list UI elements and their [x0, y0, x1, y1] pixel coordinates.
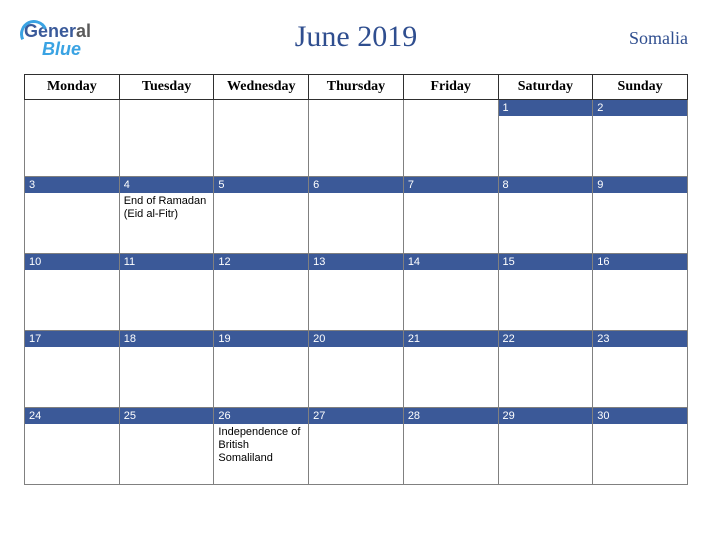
calendar-day-cell: [403, 100, 498, 177]
calendar-day-cell: 20: [309, 331, 404, 408]
calendar-day-cell: 27: [309, 408, 404, 485]
calendar-day-cell: 21: [403, 331, 498, 408]
calendar-day-cell: 3: [25, 177, 120, 254]
calendar-day-cell: 17: [25, 331, 120, 408]
day-number: 14: [404, 254, 498, 270]
day-number: 5: [214, 177, 308, 193]
calendar-day-cell: [25, 100, 120, 177]
calendar-week-row: 10111213141516: [25, 254, 688, 331]
day-number: 11: [120, 254, 214, 270]
day-number: 4: [120, 177, 214, 193]
calendar-day-cell: [119, 100, 214, 177]
day-number: 9: [593, 177, 687, 193]
calendar-day-cell: [309, 100, 404, 177]
day-header-row: Monday Tuesday Wednesday Thursday Friday…: [25, 75, 688, 100]
calendar-day-cell: 30: [593, 408, 688, 485]
calendar-week-row: 12: [25, 100, 688, 177]
calendar-day-cell: 28: [403, 408, 498, 485]
day-number: 16: [593, 254, 687, 270]
day-number: 23: [593, 331, 687, 347]
calendar-day-cell: 4End of Ramadan (Eid al-Fitr): [119, 177, 214, 254]
calendar-day-cell: 1: [498, 100, 593, 177]
calendar-day-cell: 9: [593, 177, 688, 254]
day-number: 10: [25, 254, 119, 270]
day-number: 7: [404, 177, 498, 193]
calendar-day-cell: 29: [498, 408, 593, 485]
calendar-table: Monday Tuesday Wednesday Thursday Friday…: [24, 74, 688, 485]
calendar-day-cell: 10: [25, 254, 120, 331]
day-number: 22: [499, 331, 593, 347]
day-number: 17: [25, 331, 119, 347]
day-number: 18: [120, 331, 214, 347]
day-header: Thursday: [309, 75, 404, 100]
calendar-day-cell: 5: [214, 177, 309, 254]
day-number: 29: [499, 408, 593, 424]
calendar-day-cell: 12: [214, 254, 309, 331]
calendar-day-cell: 24: [25, 408, 120, 485]
calendar-day-cell: 26Independence of British Somaliland: [214, 408, 309, 485]
calendar-week-row: 34End of Ramadan (Eid al-Fitr)56789: [25, 177, 688, 254]
day-number: 28: [404, 408, 498, 424]
calendar-day-cell: 6: [309, 177, 404, 254]
calendar-day-cell: 11: [119, 254, 214, 331]
day-number: 24: [25, 408, 119, 424]
day-header: Saturday: [498, 75, 593, 100]
calendar-day-cell: 2: [593, 100, 688, 177]
calendar-page: General Blue June 2019 Somalia Monday Tu…: [0, 0, 712, 550]
calendar-day-cell: 18: [119, 331, 214, 408]
calendar-day-cell: 23: [593, 331, 688, 408]
day-number: 13: [309, 254, 403, 270]
day-event: Independence of British Somaliland: [214, 424, 308, 466]
day-header: Monday: [25, 75, 120, 100]
calendar-week-row: 17181920212223: [25, 331, 688, 408]
calendar-week-row: 242526Independence of British Somaliland…: [25, 408, 688, 485]
day-number: 12: [214, 254, 308, 270]
calendar-day-cell: 15: [498, 254, 593, 331]
day-header: Friday: [403, 75, 498, 100]
day-number: 21: [404, 331, 498, 347]
day-number: 20: [309, 331, 403, 347]
page-title: June 2019: [24, 20, 688, 54]
day-number: 8: [499, 177, 593, 193]
day-number: 30: [593, 408, 687, 424]
calendar-day-cell: 25: [119, 408, 214, 485]
day-number: 26: [214, 408, 308, 424]
day-number: 25: [120, 408, 214, 424]
calendar-day-cell: 13: [309, 254, 404, 331]
calendar-body: 1234End of Ramadan (Eid al-Fitr)56789101…: [25, 100, 688, 485]
day-number: 2: [593, 100, 687, 116]
calendar-day-cell: [214, 100, 309, 177]
day-header: Tuesday: [119, 75, 214, 100]
calendar-day-cell: 19: [214, 331, 309, 408]
day-number: 6: [309, 177, 403, 193]
calendar-day-cell: 16: [593, 254, 688, 331]
region-label: Somalia: [629, 28, 688, 49]
day-header: Sunday: [593, 75, 688, 100]
calendar-day-cell: 7: [403, 177, 498, 254]
day-number: 15: [499, 254, 593, 270]
day-number: 19: [214, 331, 308, 347]
day-number: 3: [25, 177, 119, 193]
day-number: 27: [309, 408, 403, 424]
calendar-day-cell: 14: [403, 254, 498, 331]
day-number: 1: [499, 100, 593, 116]
day-event: End of Ramadan (Eid al-Fitr): [120, 193, 214, 221]
header: General Blue June 2019 Somalia: [24, 18, 688, 68]
day-header: Wednesday: [214, 75, 309, 100]
calendar-day-cell: 22: [498, 331, 593, 408]
calendar-day-cell: 8: [498, 177, 593, 254]
